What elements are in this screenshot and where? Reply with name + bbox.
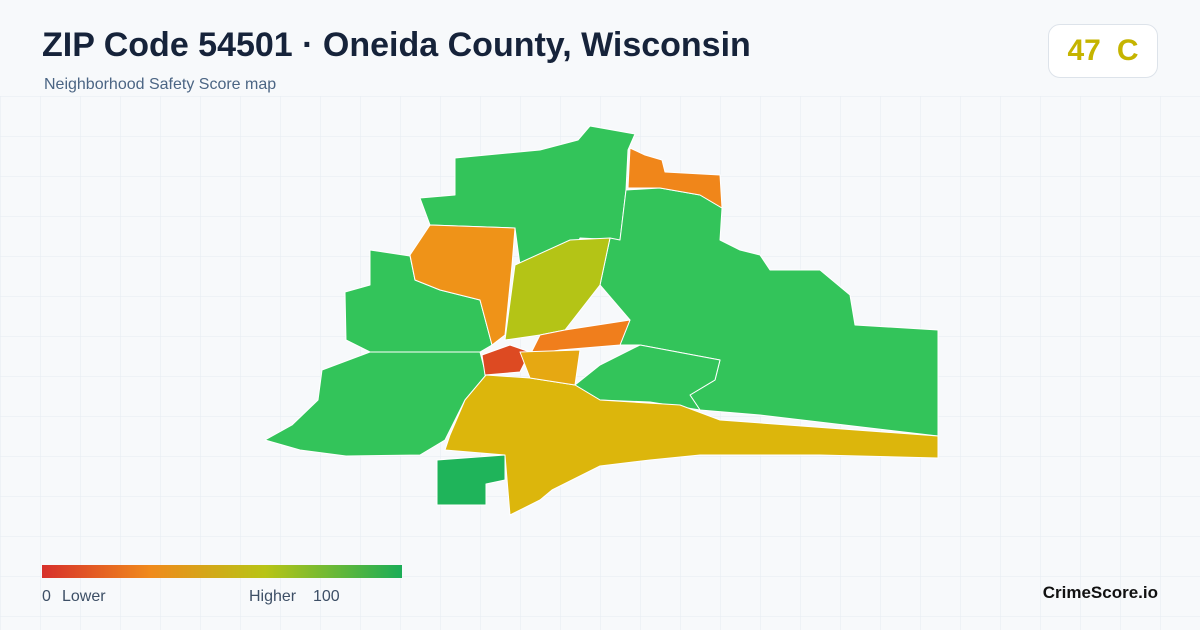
region [444,374,939,516]
score-badge: 47 C [1048,24,1158,78]
region [627,147,723,209]
legend-max-label: Higher [249,588,297,605]
legend-min-label: Lower [62,588,106,605]
legend-max: 100 [313,588,340,605]
region [519,349,581,386]
score-grade: C [1116,34,1139,67]
region [409,224,516,346]
region [574,344,721,411]
legend-min: 0 [42,588,51,605]
subtitle: Neighborhood Safety Score map [44,76,277,93]
score-value: 47 [1067,34,1101,67]
region [504,237,611,341]
legend-gradient [42,565,402,578]
title: ZIP Code 54501 · Oneida County, Wisconsi… [42,26,751,64]
map-regions [264,125,939,516]
brand: CrimeScore.io [1042,583,1158,602]
